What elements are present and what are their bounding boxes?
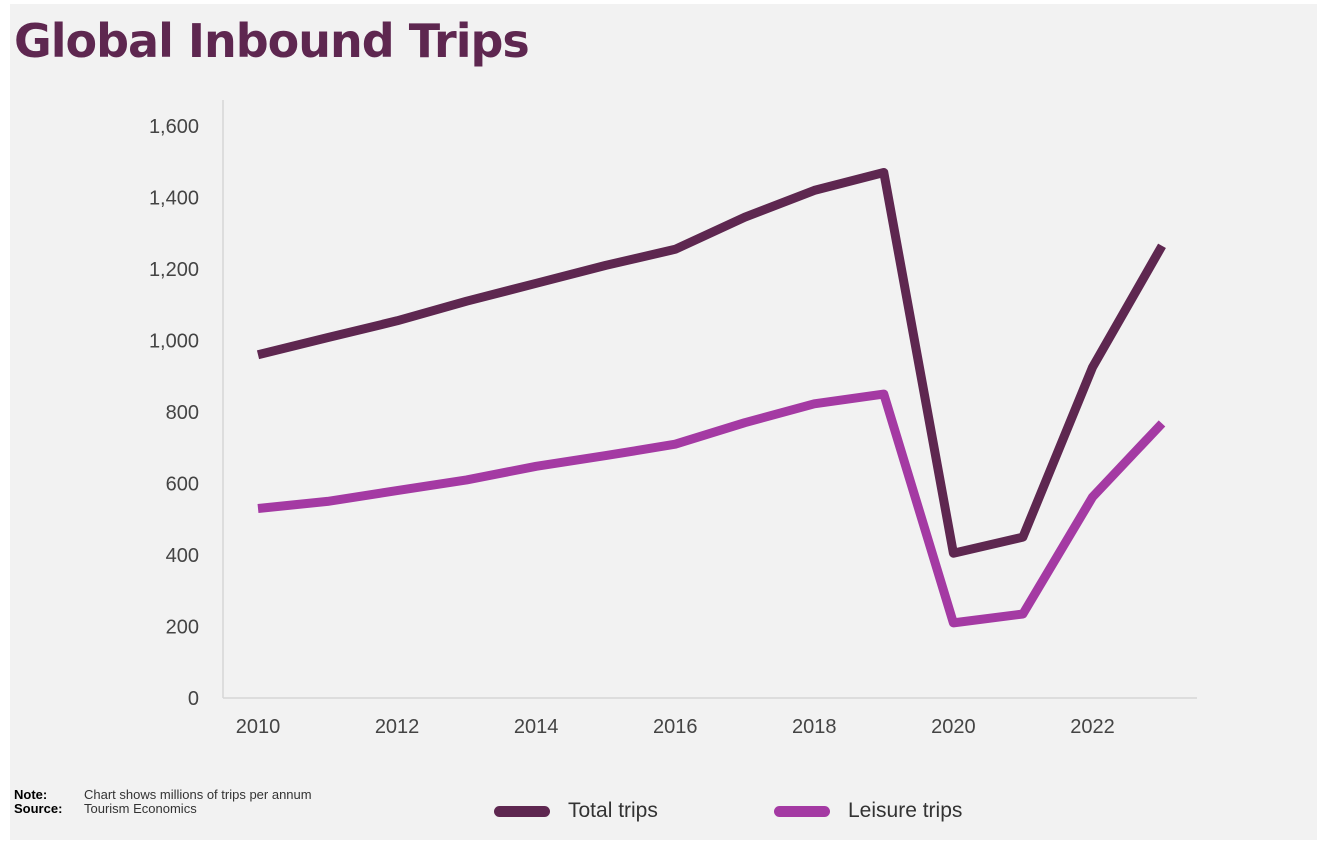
y-tick-label: 1,000 [149,331,199,353]
y-tick-label: 1,600 [149,116,199,138]
note-text: Chart shows millions of trips per annum [84,787,312,802]
source-line: Source: Tourism Economics [14,802,312,816]
x-tick-label: 2016 [653,716,698,738]
x-tick-label: 2012 [375,716,420,738]
legend-item-total-trips: Total trips [494,796,658,826]
chart-title: Global Inbound Trips [14,14,530,68]
legend-label-total-trips: Total trips [568,799,658,822]
legend-swatch-leisure-trips [774,805,830,817]
x-tick-label: 2014 [514,716,559,738]
y-tick-label: 0 [188,688,199,710]
y-tick-label: 400 [166,545,199,567]
source-text: Tourism Economics [84,801,197,816]
legend-item-leisure-trips: Leisure trips [774,796,962,826]
x-axis-ticks: 2010 2012 2014 2016 2018 2020 2022 [236,716,1115,738]
note-label: Note: [14,787,48,802]
y-tick-label: 800 [166,402,199,424]
x-tick-label: 2018 [792,716,837,738]
y-tick-label: 600 [166,474,199,496]
legend-swatch-total-trips [494,805,550,817]
axes [222,100,1197,699]
x-tick-label: 2020 [931,716,976,738]
y-axis-ticks: 0 200 400 600 800 1,000 1,200 1,400 1,600 [149,116,199,710]
y-tick-label: 1,200 [149,259,199,281]
series-lines [256,168,1166,628]
source-label: Source: [14,801,63,816]
y-tick-label: 1,400 [149,188,199,210]
y-tick-label: 200 [166,617,199,639]
chart-notes: Note: Chart shows millions of trips per a… [14,788,312,816]
x-tick-label: 2022 [1070,716,1115,738]
x-tick-label: 2010 [236,716,281,738]
chart-panel [10,4,1317,840]
series-line-total-trips [256,168,1166,558]
legend-label-leisure-trips: Leisure trips [848,799,963,822]
note-line: Note: Chart shows millions of trips per a… [14,788,312,802]
series-line-leisure-trips [257,389,1166,628]
